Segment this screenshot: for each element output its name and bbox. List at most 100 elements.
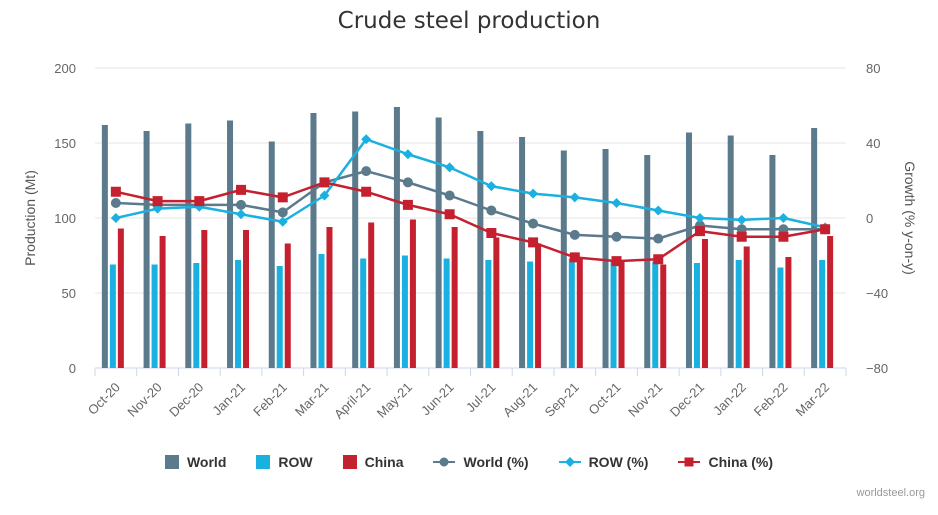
bar-row xyxy=(360,258,367,368)
bar-china xyxy=(451,227,458,368)
bar-china xyxy=(368,222,375,368)
x-tick-label: Jun-21 xyxy=(418,380,457,419)
bar-row xyxy=(735,260,742,368)
bar-world xyxy=(435,117,442,368)
point-row xyxy=(444,162,455,173)
point-row xyxy=(236,209,247,220)
legend-swatch-china xyxy=(342,455,357,469)
point-row xyxy=(611,198,622,208)
legend-item-world[interactable]: World xyxy=(164,454,227,470)
bar-world xyxy=(477,131,484,368)
point-world xyxy=(486,205,497,216)
point-row xyxy=(569,192,580,203)
point-row xyxy=(402,149,413,160)
point-world xyxy=(361,166,372,177)
bar-world xyxy=(769,155,776,368)
bar-row xyxy=(276,266,283,368)
x-tick-label: Jan-22 xyxy=(710,380,749,419)
point-china xyxy=(152,196,163,207)
bar-china xyxy=(701,239,708,368)
bar-china xyxy=(576,257,583,368)
point-china xyxy=(611,256,622,267)
bar-row xyxy=(777,267,784,368)
legend: World ROW China World (%) ROW (%) China … xyxy=(0,454,938,470)
bar-row xyxy=(652,261,659,368)
bar-row xyxy=(401,255,408,368)
point-row xyxy=(736,214,747,225)
x-tick-label: Nov-20 xyxy=(124,380,164,420)
point-row xyxy=(277,216,288,227)
legend-item-china-pct[interactable]: China (%) xyxy=(678,454,773,470)
point-china xyxy=(236,184,247,195)
point-china xyxy=(444,209,455,220)
bar-world xyxy=(101,125,108,368)
bar-world xyxy=(352,111,359,368)
legend-label-row: ROW xyxy=(278,454,313,470)
point-china xyxy=(194,196,205,207)
y-axis-title-left: Production (Mt) xyxy=(22,170,38,266)
bar-china xyxy=(117,228,124,368)
bar-row xyxy=(485,260,492,368)
x-tick-label: Feb-22 xyxy=(751,380,791,420)
legend-item-world-pct[interactable]: World (%) xyxy=(433,454,529,470)
y-tick-left-label: 200 xyxy=(54,61,76,76)
bar-china xyxy=(243,230,250,368)
x-tick-label: Jan-21 xyxy=(209,380,248,419)
bar-row xyxy=(527,261,534,368)
x-tick-label: Oct-20 xyxy=(85,380,123,418)
point-row xyxy=(361,134,372,145)
y-tick-left-label: 100 xyxy=(54,211,76,226)
bar-china xyxy=(618,261,625,368)
bar-row xyxy=(318,254,325,368)
legend-swatch-row xyxy=(256,455,271,469)
x-tick-label: Dec-21 xyxy=(667,380,707,420)
bar-row xyxy=(109,264,116,368)
bar-world xyxy=(685,132,692,368)
point-row xyxy=(486,181,497,192)
bar-world xyxy=(644,155,651,368)
x-tick-label: Jul-21 xyxy=(463,380,499,416)
bar-row xyxy=(610,260,617,368)
bar-china xyxy=(201,230,208,368)
point-world xyxy=(236,199,247,210)
bar-world xyxy=(268,141,275,368)
line-china xyxy=(115,181,826,263)
point-china xyxy=(319,177,330,188)
bar-world xyxy=(393,107,400,368)
point-china xyxy=(361,186,372,197)
x-tick-label: Oct-21 xyxy=(585,380,623,418)
bar-world xyxy=(602,149,609,368)
legend-label-world: World xyxy=(186,454,227,470)
point-china xyxy=(569,252,580,263)
point-world xyxy=(277,207,288,218)
bar-row xyxy=(568,258,575,368)
y-axis-title-right: Growth (% y-on-y) xyxy=(902,161,918,275)
point-world xyxy=(402,177,413,188)
bar-world xyxy=(310,113,317,368)
y-tick-left-label: 0 xyxy=(69,361,76,376)
point-world xyxy=(569,229,580,240)
bar-row xyxy=(693,263,700,368)
legend-marker-china-pct xyxy=(678,457,701,467)
point-row xyxy=(528,188,539,199)
point-world xyxy=(528,218,539,229)
bar-china xyxy=(827,236,834,368)
legend-item-row-pct[interactable]: ROW (%) xyxy=(558,454,648,470)
point-china xyxy=(402,199,413,210)
bar-china xyxy=(493,237,500,368)
credit-link[interactable]: worldsteel.org xyxy=(856,487,925,499)
bar-world xyxy=(727,135,734,368)
bar-china xyxy=(743,246,750,368)
point-china xyxy=(110,186,121,197)
x-tick-label: Mar-22 xyxy=(793,380,833,420)
bar-row xyxy=(443,258,450,368)
bar-world xyxy=(560,150,567,368)
line-world xyxy=(115,169,826,240)
legend-item-china[interactable]: China xyxy=(342,454,403,470)
bar-world xyxy=(143,131,150,368)
legend-item-row[interactable]: ROW xyxy=(256,454,313,470)
point-row xyxy=(778,213,789,223)
bar-world xyxy=(185,123,192,368)
legend-swatch-world xyxy=(164,455,179,469)
